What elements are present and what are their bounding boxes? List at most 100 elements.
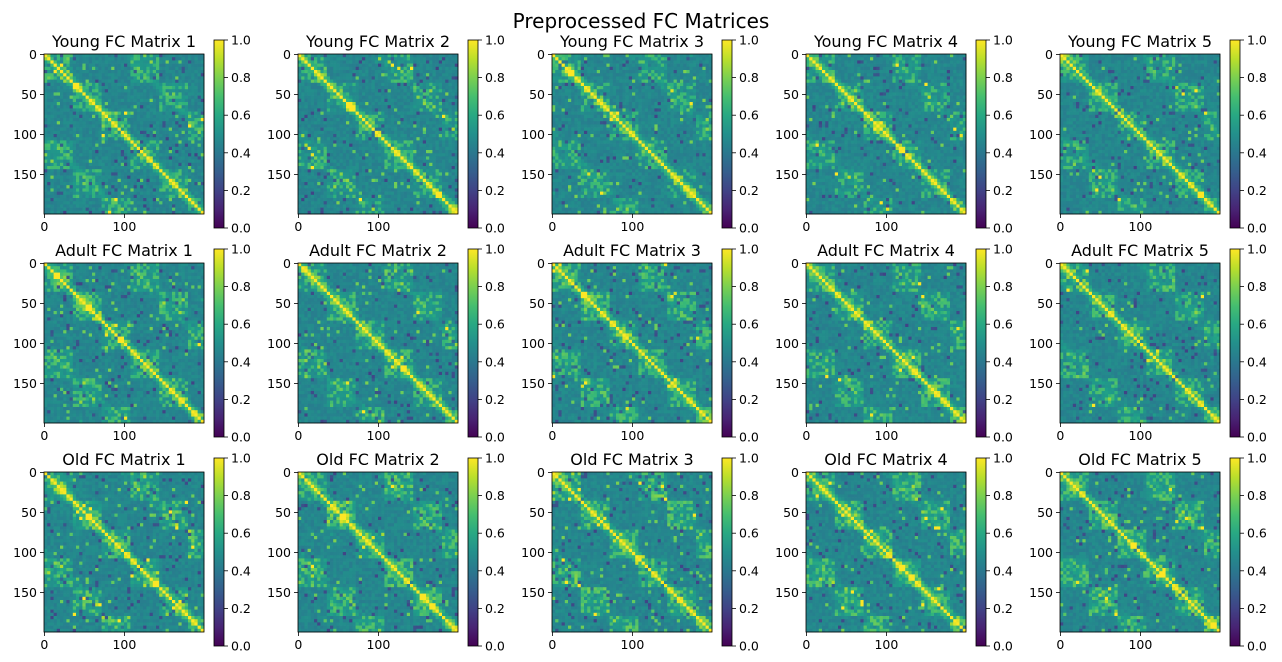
heatmap-cell <box>111 160 115 164</box>
heatmap-cell <box>397 64 401 68</box>
heatmap-cell <box>410 70 414 74</box>
heatmap-cell <box>340 86 344 90</box>
heatmap-cell <box>159 198 163 202</box>
heatmap-cell <box>70 140 74 144</box>
heatmap-cell <box>301 73 305 77</box>
heatmap-cell <box>50 153 54 157</box>
heatmap-cell <box>54 172 58 176</box>
heatmap-cell <box>185 134 189 138</box>
heatmap-cell <box>130 172 134 176</box>
heatmap-cell <box>98 54 102 58</box>
heatmap-cell <box>137 188 141 192</box>
heatmap-cell <box>47 83 51 87</box>
heatmap-cell <box>298 64 302 68</box>
heatmap-cell <box>346 73 350 77</box>
heatmap-cell <box>79 169 83 173</box>
heatmap-cell <box>130 92 134 96</box>
heatmap-cell <box>111 195 115 199</box>
heatmap-cell <box>394 64 398 68</box>
heatmap-cell <box>73 134 77 138</box>
heatmap-cell <box>172 179 176 183</box>
heatmap-cell <box>82 188 86 192</box>
heatmap-cell <box>400 73 404 77</box>
heatmap-cell <box>95 163 99 167</box>
heatmap-cell <box>146 70 150 74</box>
heatmap-cell <box>63 153 67 157</box>
heatmap-cell <box>124 131 128 135</box>
heatmap-cell <box>416 67 420 71</box>
heatmap-cell <box>79 137 83 141</box>
heatmap-cell <box>73 128 77 132</box>
heatmap-cell <box>130 115 134 119</box>
heatmap-cell <box>50 169 54 173</box>
heatmap-cell <box>137 89 141 93</box>
heatmap-cell <box>452 57 456 61</box>
heatmap-cell <box>191 185 195 189</box>
heatmap-cell <box>44 76 48 80</box>
heatmap-cell <box>70 134 74 138</box>
heatmap-cell <box>146 169 150 173</box>
heatmap-cell <box>156 54 160 58</box>
heatmap-cell <box>349 54 353 58</box>
heatmap-cell <box>124 124 128 128</box>
heatmap-cell <box>146 105 150 109</box>
heatmap-cell <box>105 198 109 202</box>
heatmap-cell <box>137 70 141 74</box>
heatmap-cell <box>82 54 86 58</box>
heatmap-cell <box>423 67 427 71</box>
heatmap-cell <box>50 185 54 189</box>
heatmap-cell <box>153 150 157 154</box>
heatmap-cell <box>153 121 157 125</box>
heatmap-cell <box>436 83 440 87</box>
heatmap-cell <box>140 160 144 164</box>
heatmap-cell <box>137 198 141 202</box>
heatmap-cell <box>185 118 189 122</box>
heatmap-cell <box>194 195 198 199</box>
heatmap-cell <box>365 70 369 74</box>
heatmap-cell <box>140 60 144 64</box>
heatmap-cell <box>50 124 54 128</box>
heatmap-cell <box>185 137 189 141</box>
heatmap-cell <box>413 60 417 64</box>
heatmap-cell <box>50 86 54 90</box>
heatmap-cell <box>150 67 154 71</box>
heatmap-cell <box>121 86 125 90</box>
heatmap-cell <box>169 182 173 186</box>
heatmap-cell <box>185 192 189 196</box>
heatmap-cell <box>198 70 202 74</box>
heatmap-cell <box>134 201 138 205</box>
heatmap-cell <box>102 176 106 180</box>
heatmap-cell <box>121 128 125 132</box>
heatmap-cell <box>92 195 96 199</box>
heatmap-cell <box>79 198 83 202</box>
heatmap-cell <box>429 70 433 74</box>
heatmap-cell <box>114 60 118 64</box>
heatmap-cell <box>308 60 312 64</box>
heatmap-cell <box>178 134 182 138</box>
heatmap-cell <box>346 80 350 84</box>
heatmap-cell <box>137 182 141 186</box>
heatmap-cell <box>188 169 192 173</box>
heatmap-cell <box>448 67 452 71</box>
heatmap-cell <box>79 176 83 180</box>
heatmap-cell <box>178 150 182 154</box>
heatmap-cell <box>191 169 195 173</box>
heatmap-cell <box>76 54 80 58</box>
heatmap-cell <box>111 201 115 205</box>
heatmap-cell <box>439 67 443 71</box>
heatmap-cell <box>127 147 131 151</box>
heatmap-cell <box>92 150 96 154</box>
heatmap-cell <box>349 80 353 84</box>
heatmap-cell <box>194 134 198 138</box>
heatmap-cell <box>89 131 93 135</box>
heatmap-cell <box>156 121 160 125</box>
heatmap-cell <box>76 57 80 61</box>
heatmap-cell <box>175 156 179 160</box>
heatmap-cell <box>57 140 61 144</box>
heatmap-cell <box>404 76 408 80</box>
heatmap-cell <box>198 102 202 106</box>
heatmap-cell <box>105 102 109 106</box>
heatmap-cell <box>368 73 372 77</box>
heatmap-cell <box>66 176 70 180</box>
heatmap-cell <box>111 192 115 196</box>
